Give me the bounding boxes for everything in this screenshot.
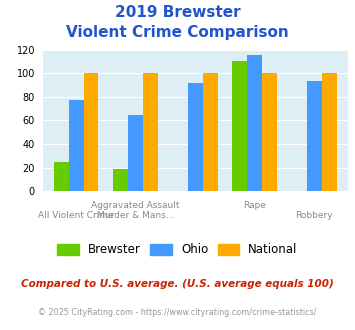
- Bar: [83, 73, 98, 191]
- Bar: [143, 73, 158, 191]
- Text: Compared to U.S. average. (U.S. average equals 100): Compared to U.S. average. (U.S. average …: [21, 279, 334, 289]
- Text: All Violent Crime: All Violent Crime: [38, 211, 114, 219]
- Bar: [203, 73, 218, 191]
- Bar: [262, 73, 277, 191]
- Bar: [188, 82, 203, 191]
- Bar: [307, 82, 322, 191]
- Text: Robbery: Robbery: [296, 211, 333, 219]
- Text: Murder & Mans...: Murder & Mans...: [97, 211, 174, 219]
- Text: © 2025 CityRating.com - https://www.cityrating.com/crime-statistics/: © 2025 CityRating.com - https://www.city…: [38, 308, 317, 316]
- Text: Rape: Rape: [244, 201, 266, 210]
- Bar: [128, 115, 143, 191]
- Bar: [54, 162, 69, 191]
- Bar: [247, 55, 262, 191]
- Text: 2019 Brewster: 2019 Brewster: [115, 5, 240, 20]
- Text: Aggravated Assault: Aggravated Assault: [92, 201, 180, 210]
- Bar: [69, 100, 83, 191]
- Bar: [113, 169, 128, 191]
- Bar: [322, 73, 337, 191]
- Bar: [233, 61, 247, 191]
- Legend: Brewster, Ohio, National: Brewster, Ohio, National: [53, 239, 302, 261]
- Text: Violent Crime Comparison: Violent Crime Comparison: [66, 25, 289, 40]
